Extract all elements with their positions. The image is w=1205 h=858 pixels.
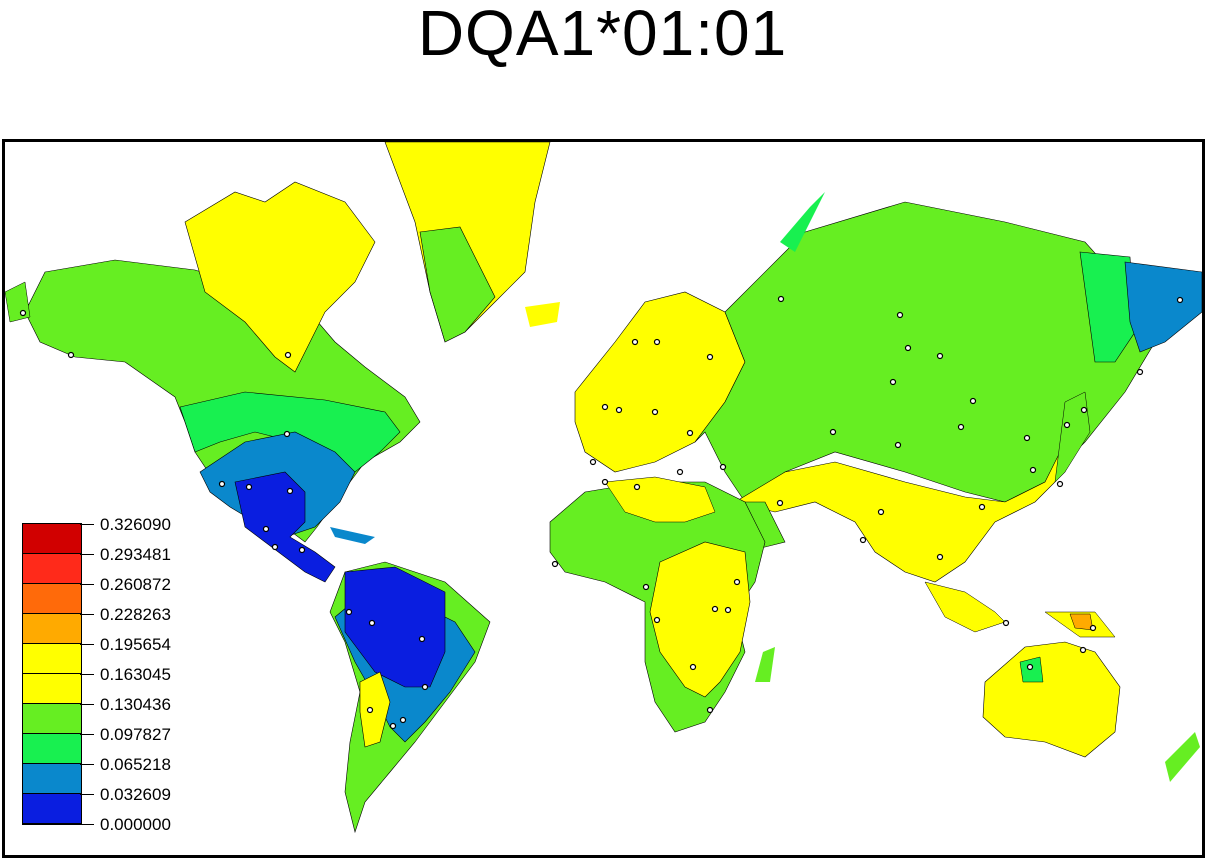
- legend-label: 0.097827: [100, 725, 171, 744]
- mexico-dark-blue: [234, 471, 336, 583]
- legend-swatch: [23, 644, 81, 674]
- asia-green-land: [694, 201, 1156, 503]
- legend-label: 0.228263: [100, 605, 171, 624]
- legend-tick: [80, 614, 94, 615]
- kamchatka-blue: [1124, 261, 1202, 353]
- world-map: [2, 139, 1205, 858]
- novaya-zemlya: [780, 192, 825, 252]
- legend-tick: [80, 584, 94, 585]
- south-asia-yellow: [734, 421, 1086, 583]
- madagascar-land: [755, 647, 775, 682]
- legend-color-bar: [22, 523, 82, 825]
- legend-swatch: [23, 734, 81, 764]
- amazon-dark-blue: [344, 566, 446, 688]
- legend-label: 0.163045: [100, 665, 171, 684]
- legend-tick: [80, 554, 94, 555]
- legend-swatch: [23, 674, 81, 704]
- sample-points: [19, 295, 1184, 730]
- australia-land: [982, 641, 1121, 758]
- legend-tick: [80, 824, 94, 825]
- legend-swatch: [23, 554, 81, 584]
- legend-swatch: [23, 764, 81, 794]
- legend-label: 0.326090: [100, 515, 171, 534]
- legend-tick: [80, 644, 94, 645]
- north-africa-yellow: [604, 476, 716, 523]
- legend-label: 0.260872: [100, 575, 171, 594]
- legend-tick: [80, 734, 94, 735]
- legend-tick: [80, 794, 94, 795]
- legend-tick: [80, 764, 94, 765]
- se-asia-islands: [924, 581, 1006, 633]
- andes-yellow: [359, 671, 391, 748]
- canada-arctic-land: [184, 181, 376, 373]
- greenland-green: [419, 226, 496, 343]
- new-zealand-land: [1165, 732, 1200, 782]
- legend-label: 0.065218: [100, 755, 171, 774]
- legend-label: 0.130436: [100, 695, 171, 714]
- caribbean-islands: [330, 527, 375, 544]
- legend-swatch: [23, 704, 81, 734]
- legend-swatch: [23, 584, 81, 614]
- far-east-russia: [1079, 251, 1136, 363]
- legend-tick: [80, 674, 94, 675]
- legend-swatch: [23, 794, 81, 824]
- legend-swatch: [23, 614, 81, 644]
- legend-swatch: [23, 524, 81, 554]
- legend-tick: [80, 524, 94, 525]
- legend-label: 0.032609: [100, 785, 171, 804]
- map-title: DQA1*01:01: [417, 0, 788, 69]
- africa-yellow: [649, 541, 751, 698]
- legend-label: 0.195654: [100, 635, 171, 654]
- japan-land: [1054, 391, 1091, 483]
- legend-label: 0.293481: [100, 545, 171, 564]
- iceland-land: [525, 302, 560, 327]
- alaska-tip: [5, 281, 31, 323]
- legend-tick: [80, 704, 94, 705]
- world-map-svg: [5, 142, 1202, 834]
- legend-label: 0.000000: [100, 815, 171, 834]
